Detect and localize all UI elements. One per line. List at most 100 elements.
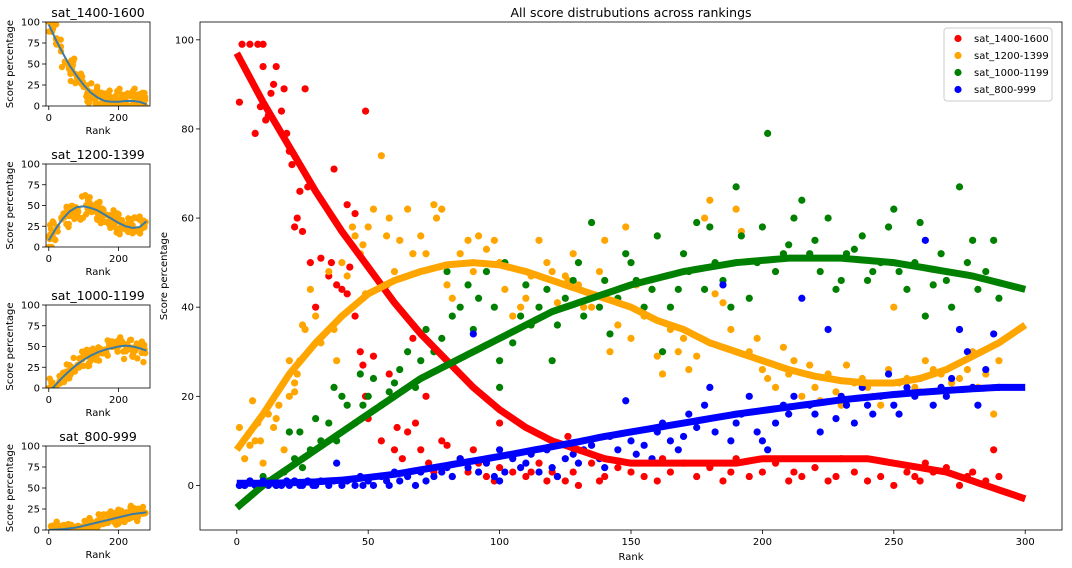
series-sat_1200-1399-point — [359, 241, 367, 249]
main-chart-xtick-label: 50 — [362, 537, 375, 548]
small-chart-1-title: sat_1400-1600 — [51, 5, 145, 20]
series-sat_1000-1199-point — [666, 303, 675, 311]
series-sat_1200-1399-point — [448, 294, 456, 302]
series-sat_1000-1199-point — [298, 464, 307, 472]
series-sat_1400-1600-point — [955, 481, 964, 490]
series-sat_1400-1600-point — [409, 334, 417, 342]
series-sat_1200-1399-point — [806, 361, 814, 369]
main-chart-axes: 0 50 100 150 200 250 300 0 20 40 60 80 100 All score … — [159, 5, 1063, 563]
small-chart-1-point — [70, 57, 77, 65]
series-sat_1000-1199-point — [737, 232, 745, 240]
series-sat_1000-1199-point — [587, 218, 596, 227]
series-sat_1200-1399-point — [955, 374, 964, 383]
small-chart-3-xtick-label: 200 — [109, 395, 128, 406]
series-sat_1400-1600-point — [361, 107, 370, 115]
small-chart-2-point — [131, 228, 138, 235]
series-sat_1200-1399-point — [456, 250, 464, 258]
main-chart-ylabel: Score percentage — [159, 232, 170, 320]
series-sat_1000-1199-point — [658, 348, 667, 356]
series-sat_800-999-point — [438, 468, 446, 476]
series-sat_800-999-fit-line — [236, 383, 1026, 487]
series-sat_1400-1600-point — [811, 464, 819, 472]
series-sat_1400-1600-point — [351, 210, 359, 218]
series-sat_800-999-point — [863, 401, 872, 409]
small-chart-4-point — [134, 517, 141, 525]
series-sat_1200-1399-point — [377, 152, 385, 160]
series-sat_1200-1399-point — [369, 205, 378, 213]
small-chart-3-point — [77, 354, 85, 362]
small-chart-4-frame — [45, 445, 151, 531]
series-sat_1200-1399-point — [679, 334, 688, 342]
series-sat_1000-1199-point — [312, 414, 320, 423]
small-chart-2-point — [52, 236, 59, 244]
series-sat_1000-1199-point — [948, 303, 956, 311]
series-sat_1200-1399-point — [921, 357, 929, 365]
series-sat_1000-1199-point — [561, 294, 569, 302]
series-sat_1200-1399-point — [430, 201, 438, 209]
small-chart-3-xlabel: Rank — [86, 408, 111, 419]
series-sat_1200-1399-point — [753, 334, 761, 342]
series-sat_800-999-point — [640, 441, 648, 449]
series-sat_1000-1199-point — [404, 348, 412, 356]
small-chart-3-point — [133, 340, 140, 347]
series-sat_800-999-point — [955, 325, 964, 334]
small-chart-1-frame — [45, 21, 151, 107]
series-sat_800-999-point — [430, 472, 438, 481]
series-sat_1000-1199-point — [982, 267, 990, 276]
series-sat_1000-1199-point — [285, 428, 293, 436]
series-sat_1400-1600-point — [280, 85, 288, 93]
series-sat_1400-1600-point — [327, 259, 336, 267]
series-sat_1000-1199-point — [606, 330, 614, 338]
series-sat_1400-1600-point — [877, 472, 885, 481]
series-sat_1400-1600-point — [296, 187, 304, 195]
small-chart-4-ylabel: Score percentage — [5, 444, 16, 532]
small-chart-1-point — [118, 91, 126, 98]
series-sat_1400-1600-point — [719, 477, 727, 485]
series-sat_1200-1399-point — [627, 334, 635, 342]
series-sat_800-999-point — [548, 464, 556, 472]
main-chart-plot-content — [233, 40, 1028, 511]
series-sat_1000-1199-point — [517, 312, 525, 320]
small-chart-2-ytick-label: 50 — [27, 201, 40, 212]
legend-marker — [954, 51, 962, 60]
series-sat_1000-1199-point — [574, 259, 583, 267]
series-sat_800-999-point — [469, 330, 477, 338]
series-sat_1200-1399-point — [325, 267, 333, 276]
small-chart-2-xlabel: Rank — [86, 267, 111, 278]
series-sat_800-999-point — [811, 410, 819, 418]
small-chart-1-ytick-label: 75 — [27, 39, 40, 50]
series-sat_1200-1399-point — [580, 303, 588, 311]
series-sat_1400-1600-point — [346, 263, 354, 271]
series-sat_1200-1399-point — [587, 303, 596, 311]
small-chart-4-point — [105, 510, 112, 517]
series-sat_1000-1199-point — [543, 285, 551, 293]
small-chart-2-point — [71, 215, 78, 223]
series-sat_1000-1199-point — [495, 383, 504, 392]
series-sat_1200-1399-point — [241, 455, 249, 463]
small-chart-4-point — [115, 506, 122, 513]
small-chart-3-point — [75, 364, 83, 371]
series-sat_1000-1199-point — [640, 303, 648, 311]
small-chart-2-frame — [45, 163, 151, 248]
series-sat_1200-1399-point — [306, 285, 314, 293]
series-sat_1200-1399-fit-line — [233, 259, 1028, 452]
series-sat_800-999-point — [501, 468, 509, 476]
series-sat_1000-1199-point — [338, 392, 346, 400]
small-chart-3-point — [104, 337, 111, 344]
series-sat_1000-1199-point — [693, 218, 701, 227]
series-sat_800-999-point — [448, 472, 456, 481]
series-sat_1400-1600-point — [564, 432, 572, 441]
small-chart-3-ytick-label: 25 — [27, 363, 40, 374]
small-chart-3-point — [46, 384, 53, 388]
series-sat_1000-1199-point — [858, 232, 866, 240]
series-sat_1000-1199-point — [969, 236, 977, 244]
legend-marker — [954, 85, 962, 94]
series-sat_1400-1600-point — [259, 62, 267, 71]
series-sat_1200-1399-point — [700, 214, 709, 222]
series-sat_1000-1199-point — [456, 303, 464, 311]
series-sat_1400-1600-point — [443, 441, 451, 449]
series-sat_1000-1199-point — [653, 232, 661, 240]
series-sat_1200-1399-point — [474, 232, 483, 240]
series-sat_800-999-point — [732, 419, 740, 427]
series-sat_1000-1199-point — [732, 183, 740, 191]
